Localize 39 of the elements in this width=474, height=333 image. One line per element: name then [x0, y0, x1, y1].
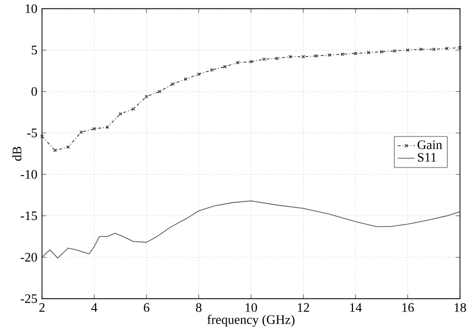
point [118, 112, 122, 116]
x-tick-label: 2 [39, 303, 45, 312]
legend-label: Gain [418, 140, 442, 150]
point [223, 65, 227, 69]
point [144, 94, 148, 98]
x-tick-label: 12 [298, 303, 310, 312]
y-tick-label: 0 [32, 87, 37, 96]
x-tick-label: 14 [350, 303, 362, 312]
legend-label: S11 [418, 153, 436, 162]
x-tick-label: 10 [246, 303, 257, 312]
point [288, 55, 292, 59]
y-tick-label: 5 [32, 46, 37, 55]
x-tick-label: 6 [144, 303, 150, 312]
y-tick-label: -25 [20, 294, 37, 304]
point [158, 90, 162, 94]
point [275, 56, 279, 60]
y-tick-label: -20 [20, 253, 37, 262]
point [445, 46, 449, 50]
x-axis-title: frequency (GHz) [207, 314, 294, 327]
point [236, 60, 240, 65]
point [328, 53, 332, 58]
point [132, 107, 136, 111]
x-tick-label: 4 [91, 303, 98, 312]
point [419, 48, 423, 52]
point [170, 82, 174, 86]
y-tick-label: 10 [26, 4, 37, 14]
point [92, 127, 96, 131]
x-tick-label: 16 [402, 303, 414, 312]
point [79, 130, 83, 134]
y-tick-label: -5 [27, 128, 37, 138]
y-tick-label: -15 [20, 212, 37, 220]
point [301, 55, 306, 59]
x-tick-label: 8 [196, 303, 202, 312]
y-tick-label: -10 [20, 170, 37, 179]
x-tick-label: 18 [454, 303, 466, 312]
y-axis-title: dB [12, 146, 22, 161]
line-series [42, 200, 460, 259]
point [106, 126, 110, 130]
point [366, 50, 370, 55]
